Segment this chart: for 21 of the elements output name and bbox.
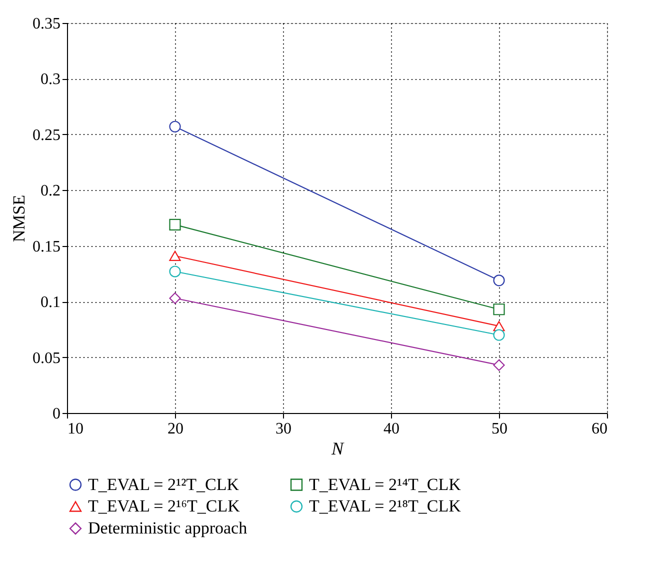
y-tick-label: 0.25 <box>32 126 60 144</box>
y-tick-label: 0.2 <box>40 182 60 200</box>
y-tick-label: 0 <box>52 406 60 422</box>
x-axis-title: N <box>330 438 344 458</box>
legend-label: T_EVAL = 2¹²T_CLK <box>88 474 240 494</box>
x-tick-label: 30 <box>276 420 292 438</box>
x-tick-label: 40 <box>384 420 400 438</box>
x-tick-label: 50 <box>492 420 508 438</box>
y-tick-label: 0.35 <box>32 16 60 32</box>
y-tick-label: 0.15 <box>32 238 60 256</box>
legend-label: Deterministic approach <box>88 518 248 538</box>
y-tick-label: 0.3 <box>40 71 60 88</box>
y-tick-label: 0.1 <box>40 294 60 312</box>
x-tick-label: 20 <box>168 420 184 438</box>
legend-label: T_EVAL = 2¹⁶T_CLK <box>88 496 241 516</box>
y-axis-title: NMSE <box>10 194 28 242</box>
x-tick-label: 10 <box>68 420 84 438</box>
legend-label: T_EVAL = 2¹⁴T_CLK <box>309 474 462 494</box>
y-tick-label: 0.05 <box>32 350 60 367</box>
legend-label: T_EVAL = 2¹⁸T_CLK <box>309 496 462 516</box>
x-tick-label: 60 <box>592 420 608 438</box>
